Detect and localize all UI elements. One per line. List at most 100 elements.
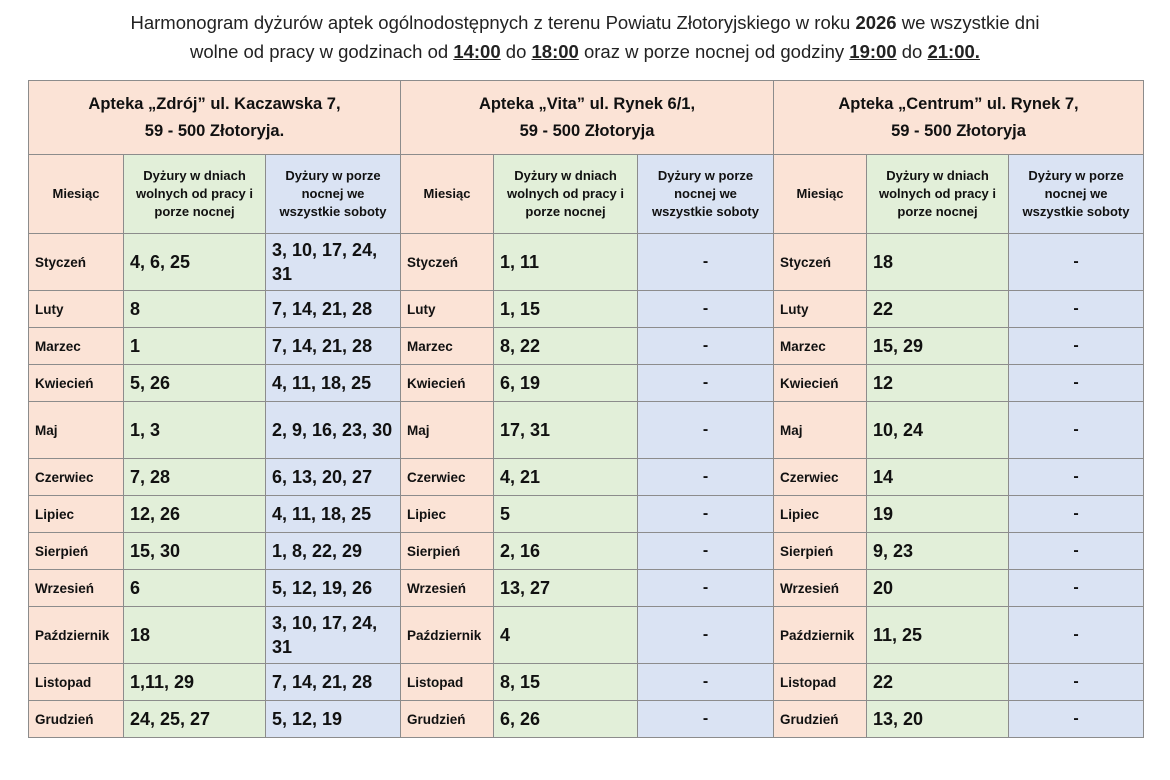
title-text: do — [896, 41, 928, 62]
holiday-duty-cell: 1, 15 — [493, 290, 638, 328]
holiday-duty-cell: 24, 25, 27 — [123, 700, 266, 738]
holiday-duty-cell: 17, 31 — [493, 401, 638, 459]
column-header-holidays: Dyżury w dniach wolnych od pracy i porze… — [493, 154, 638, 234]
holiday-duty-cell: 11, 25 — [866, 606, 1009, 664]
holiday-duty-cell: 20 — [866, 569, 1009, 607]
saturday-duty-cell: - — [637, 290, 774, 328]
saturday-duty-cell: - — [1007, 532, 1145, 570]
table-row: Wrzesień 6 5, 12, 19, 26 Wrzesień 13, 27- Wrz… — [28, 569, 1145, 607]
pharmacy-address: 59 - 500 Złotoryja — [519, 121, 655, 140]
saturday-duty-cell: - — [1007, 495, 1145, 533]
table-row: Listopad 1,11, 29 7, 14, 21, 28 Listopad 8, … — [28, 663, 1145, 701]
month-cell: Sierpień — [773, 532, 867, 570]
holiday-duty-cell: 22 — [866, 290, 1009, 328]
title-text: oraz w porze nocnej od godziny — [578, 41, 850, 62]
column-header-saturdays: Dyżury w porze nocnej we wszystkie sobot… — [265, 154, 401, 234]
month-cell: Luty — [400, 290, 494, 328]
month-cell: Styczeń — [773, 233, 867, 291]
holiday-duty-cell: 8 — [123, 290, 266, 328]
saturday-duty-cell: - — [637, 700, 774, 738]
table-row: Luty 8 7, 14, 21, 28 Luty 1, 15- Luty 22- — [28, 290, 1145, 328]
holiday-duty-cell: 6, 26 — [493, 700, 638, 738]
pharmacy-name: Apteka „Centrum” ul. Rynek 7, — [838, 94, 1079, 113]
saturday-duty-cell: 4, 11, 18, 25 — [265, 364, 401, 402]
month-cell: Grudzień — [773, 700, 867, 738]
holiday-duty-cell: 5 — [493, 495, 638, 533]
month-cell: Październik — [773, 606, 867, 664]
saturday-duty-cell: - — [637, 495, 774, 533]
saturday-duty-cell: 6, 13, 20, 27 — [265, 458, 401, 496]
month-cell: Lipiec — [773, 495, 867, 533]
saturday-duty-cell: 2, 9, 16, 23, 30 — [265, 401, 401, 459]
month-cell: Grudzień — [28, 700, 124, 738]
month-cell: Maj — [773, 401, 867, 459]
saturday-duty-cell: - — [1007, 700, 1145, 738]
month-cell: Styczeń — [28, 233, 124, 291]
saturday-duty-cell: - — [1007, 401, 1145, 459]
month-cell: Luty — [28, 290, 124, 328]
holiday-duty-cell: 18 — [123, 606, 266, 664]
title-text: wolne od pracy w godzinach od — [190, 41, 454, 62]
holiday-duty-cell: 6 — [123, 569, 266, 607]
month-cell: Marzec — [28, 327, 124, 365]
holiday-duty-cell: 15, 29 — [866, 327, 1009, 365]
holiday-duty-cell: 22 — [866, 663, 1009, 701]
column-header-month: Miesiąc — [28, 154, 124, 234]
saturday-duty-cell: - — [637, 364, 774, 402]
saturday-duty-cell: - — [1007, 606, 1145, 664]
holiday-duty-cell: 8, 15 — [493, 663, 638, 701]
holiday-duty-cell: 12, 26 — [123, 495, 266, 533]
saturday-duty-cell: - — [1007, 458, 1145, 496]
saturday-duty-cell: - — [637, 458, 774, 496]
holiday-duty-cell: 1,11, 29 — [123, 663, 266, 701]
holiday-duty-cell: 6, 19 — [493, 364, 638, 402]
month-cell: Styczeń — [400, 233, 494, 291]
holiday-duty-cell: 15, 30 — [123, 532, 266, 570]
night-start: 19:00 — [849, 41, 897, 62]
month-cell: Wrzesień — [28, 569, 124, 607]
saturday-duty-cell: 5, 12, 19 — [265, 700, 401, 738]
saturday-duty-cell: - — [637, 401, 774, 459]
table-row: Październik 18 3, 10, 17, 24, 31 Październi… — [28, 606, 1145, 664]
table-row: Marzec 1 7, 14, 21, 28 Marzec 8, 22- Marzec 15… — [28, 327, 1145, 365]
saturday-duty-cell: - — [1007, 364, 1145, 402]
holiday-duty-cell: 13, 27 — [493, 569, 638, 607]
holiday-duty-cell: 19 — [866, 495, 1009, 533]
holiday-duty-cell: 1 — [123, 327, 266, 365]
month-cell: Listopad — [28, 663, 124, 701]
pharmacy-address: 59 - 500 Złotoryja. — [144, 121, 285, 140]
column-header-saturdays: Dyżury w porze nocnej we wszystkie sobot… — [637, 154, 774, 234]
month-cell: Maj — [400, 401, 494, 459]
holiday-duty-cell: 9, 23 — [866, 532, 1009, 570]
month-cell: Lipiec — [400, 495, 494, 533]
month-cell: Kwiecień — [28, 364, 124, 402]
holiday-duty-cell: 4, 6, 25 — [123, 233, 266, 291]
column-header-month: Miesiąc — [400, 154, 494, 234]
month-cell: Grudzień — [400, 700, 494, 738]
holiday-duty-cell: 8, 22 — [493, 327, 638, 365]
time-start: 14:00 — [453, 41, 501, 62]
saturday-duty-cell: 1, 8, 22, 29 — [265, 532, 401, 570]
saturday-duty-cell: 7, 14, 21, 28 — [265, 290, 401, 328]
month-cell: Luty — [773, 290, 867, 328]
saturday-duty-cell: - — [637, 606, 774, 664]
saturday-duty-cell: - — [1007, 663, 1145, 701]
month-cell: Wrzesień — [400, 569, 494, 607]
document-title: Harmonogram dyżurów aptek ogólnodostępny… — [0, 8, 1170, 66]
holiday-duty-cell: 5, 26 — [123, 364, 266, 402]
table-row: Grudzień 24, 25, 27 5, 12, 19 Grudzień 6, 26… — [28, 700, 1145, 738]
title-text: Harmonogram dyżurów aptek ogólnodostępny… — [130, 12, 856, 33]
column-header-holidays: Dyżury w dniach wolnych od pracy i porze… — [866, 154, 1009, 234]
month-cell: Czerwiec — [28, 458, 124, 496]
saturday-duty-cell: 7, 14, 21, 28 — [265, 663, 401, 701]
table-row: Lipiec 12, 26 4, 11, 18, 25 Lipiec 5- Lipiec 1… — [28, 495, 1145, 533]
column-header-holidays: Dyżury w dniach wolnych od pracy i porze… — [123, 154, 266, 234]
month-cell: Październik — [400, 606, 494, 664]
month-cell: Październik — [28, 606, 124, 664]
table-row: Maj 1, 3 2, 9, 16, 23, 30 Maj 17, 31- Maj 10, … — [28, 401, 1145, 459]
holiday-duty-cell: 4 — [493, 606, 638, 664]
month-cell: Lipiec — [28, 495, 124, 533]
table-row: Sierpień 15, 30 1, 8, 22, 29 Sierpień 2, 16-… — [28, 532, 1145, 570]
title-year: 2026 — [855, 12, 897, 33]
saturday-duty-cell: 3, 10, 17, 24, 31 — [265, 233, 401, 291]
